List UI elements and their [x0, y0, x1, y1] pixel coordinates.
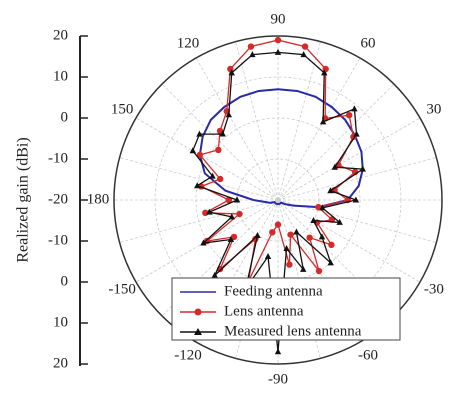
data-point: [274, 36, 282, 44]
grid-ring: [195, 117, 361, 283]
data-point: [225, 111, 232, 118]
data-point: [274, 348, 282, 355]
legend-label: Feeding antenna: [224, 283, 323, 299]
data-point: [230, 233, 238, 241]
data-point: [301, 43, 309, 50]
legend-label: Lens antenna: [224, 303, 304, 319]
data-point: [300, 51, 307, 58]
data-point: [319, 118, 327, 125]
data-point: [359, 165, 366, 172]
data-point: [286, 261, 293, 268]
data-point: [331, 163, 339, 170]
data-point: [293, 228, 300, 235]
data-point: [200, 239, 207, 246]
data-point: [269, 229, 276, 236]
data-point: [194, 182, 201, 189]
data-point: [306, 234, 313, 241]
angle-label: 30: [426, 101, 441, 117]
legend-label: Measured lens antenna: [224, 323, 362, 339]
data-point: [351, 105, 358, 112]
radial-scale-label: -10: [48, 150, 68, 166]
data-point: [209, 172, 216, 179]
data-point: [211, 271, 218, 278]
series-line: [198, 88, 364, 209]
data-point: [236, 210, 243, 218]
radial-scale-label: 10: [53, 314, 68, 330]
angle-label: 180: [87, 191, 110, 207]
data-point: [264, 253, 272, 260]
angle-label: -30: [424, 281, 444, 297]
data-point: [318, 233, 326, 240]
data-point: [196, 130, 203, 137]
data-point: [300, 265, 307, 272]
angle-label: 150: [111, 101, 134, 117]
y-axis-title: Realized gain (dBi): [15, 137, 32, 262]
data-point: [189, 147, 196, 154]
data-point: [352, 196, 360, 203]
data-point: [310, 217, 317, 223]
angle-label: -90: [268, 371, 288, 387]
grid-ring: [236, 158, 320, 242]
data-point: [206, 208, 213, 215]
data-point: [315, 203, 322, 211]
data-point: [228, 213, 235, 220]
radial-scale-label: 0: [61, 273, 69, 289]
data-point: [345, 111, 353, 119]
data-point: [321, 69, 328, 76]
data-point: [274, 48, 282, 55]
angle-label: 60: [361, 36, 376, 52]
data-point: [283, 244, 290, 251]
data-point: [217, 175, 224, 183]
angle-label: -120: [174, 347, 202, 363]
grid-spoke: [277, 57, 361, 201]
radial-scale-label: -20: [48, 191, 68, 207]
data-point: [315, 267, 323, 275]
data-point: [353, 130, 360, 137]
radial-scale-label: 0: [61, 109, 69, 125]
data-point: [327, 259, 334, 266]
outer-ring: [113, 35, 443, 365]
data-point: [274, 221, 282, 228]
grid-ring: [154, 76, 402, 324]
data-point: [327, 187, 334, 194]
radial-scale-label: 20: [53, 355, 68, 371]
angle-label: -60: [358, 347, 378, 363]
angle-label: 120: [177, 36, 200, 52]
data-point: [254, 232, 261, 239]
radial-scale-label: -10: [48, 232, 68, 248]
data-point: [336, 218, 343, 225]
data-point: [328, 241, 335, 249]
data-point: [249, 51, 256, 58]
data-point: [319, 204, 326, 211]
radial-scale-label: 10: [53, 68, 68, 84]
legend-marker: [194, 308, 202, 316]
legend: [171, 277, 401, 341]
data-point: [219, 130, 226, 137]
data-point: [225, 196, 232, 204]
data-point: [196, 151, 204, 159]
grid-spoke: [235, 41, 279, 201]
grid-spoke: [119, 157, 279, 201]
data-point: [233, 196, 241, 203]
legend-marker: [194, 328, 202, 335]
data-point: [227, 236, 235, 243]
data-point: [228, 69, 235, 76]
angle-label: 90: [271, 11, 286, 27]
data-point: [215, 146, 222, 154]
data-point: [287, 231, 294, 238]
radial-scale-label: 20: [53, 27, 68, 43]
angle-label: -150: [108, 281, 136, 297]
data-point: [247, 43, 255, 50]
